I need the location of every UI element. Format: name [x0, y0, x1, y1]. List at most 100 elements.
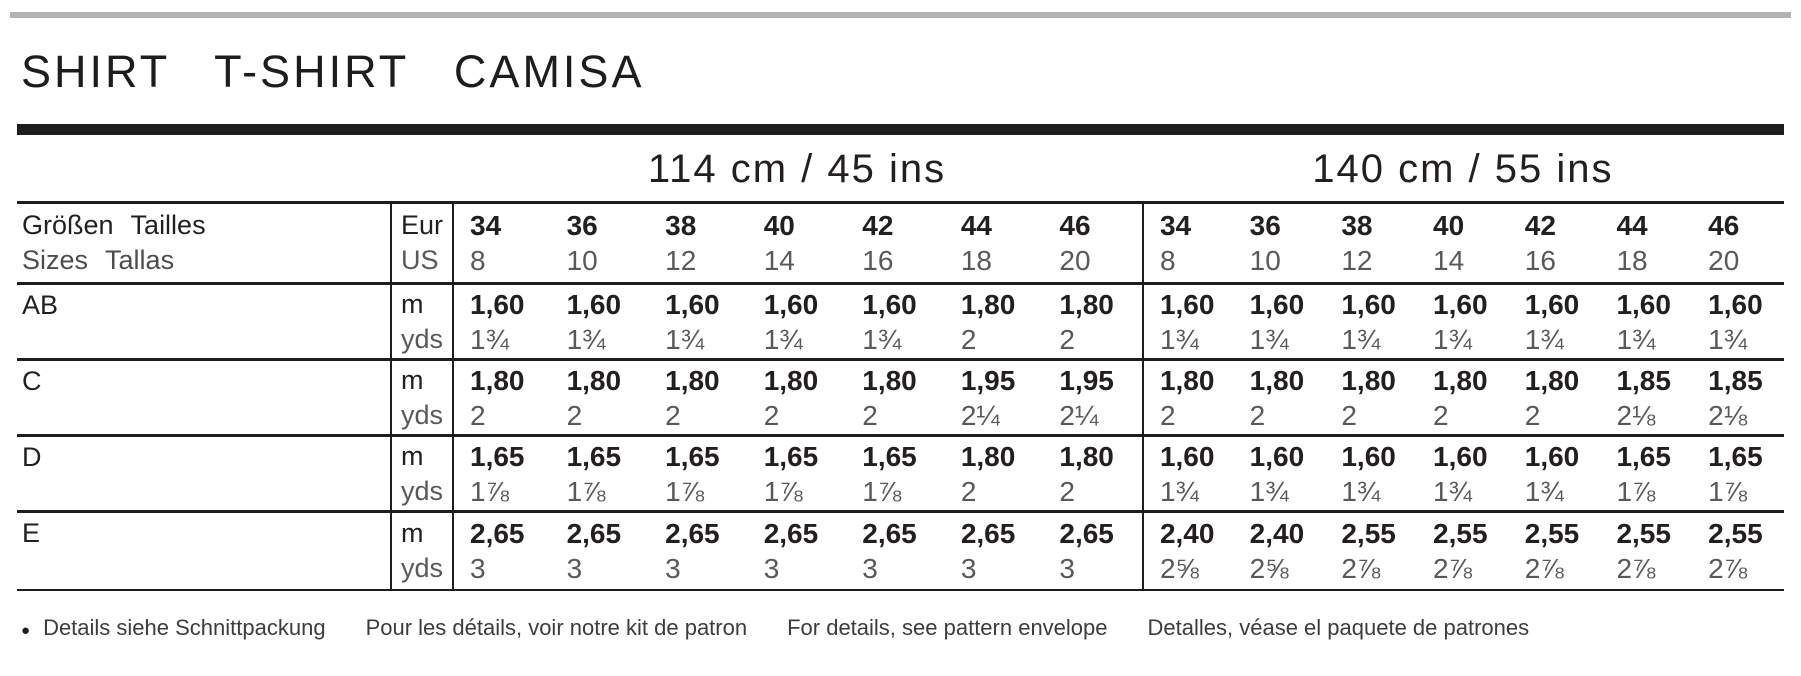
yardage-cell: 1,60 1¾	[452, 285, 551, 358]
note-de-text: Details siehe Schnittpackung	[43, 615, 326, 640]
meters-value: 1,80	[470, 364, 525, 396]
yards-value: 1¾	[566, 323, 606, 355]
meters-value: 1,80	[665, 364, 720, 396]
yards-value: 2⅞	[1708, 553, 1748, 584]
meters-value: 2,55	[1708, 518, 1763, 549]
view-label: AB	[22, 290, 59, 320]
size-col-header: 36 10	[551, 204, 650, 282]
width-group-header: 114 cm / 45 ins	[647, 147, 947, 191]
meters-unit-label: m	[401, 518, 424, 548]
meters-value: 1,60	[1159, 440, 1215, 472]
yardage-cell: 1,60 1¾	[649, 285, 748, 358]
view-label: E	[22, 518, 41, 548]
meters-value: 2,40	[1159, 518, 1215, 549]
yardage-cell: 2,65 3	[551, 513, 650, 589]
yardage-cell: 1,65 1⅞	[1600, 437, 1692, 510]
us-size: 12	[1341, 245, 1373, 276]
yardage-cell: 2,65 3	[649, 513, 748, 589]
meters-value: 1,65	[1616, 440, 1671, 472]
us-size: 8	[1159, 245, 1176, 276]
eur-size: 34	[1159, 210, 1192, 241]
meters-value: 1,80	[566, 364, 622, 396]
sizes-label-line1: Größen Tailles	[22, 210, 206, 240]
eur-size: 36	[1249, 210, 1281, 241]
yardage-cell: 1,65 1⅞	[1692, 437, 1784, 510]
meters-value: 1,60	[1524, 288, 1580, 320]
meters-value: 1,95	[1059, 364, 1114, 396]
yards-value: 2	[665, 399, 681, 431]
us-size: 18	[1616, 245, 1648, 276]
note-es: Detalles, véase el paquete de patrones	[1147, 615, 1530, 640]
yardage-cell: 1,60 1¾	[1325, 437, 1417, 510]
yardage-cell: 1,85 2⅛	[1600, 361, 1692, 434]
bullet-icon: ●	[21, 622, 31, 639]
eur-size: 46	[1708, 210, 1740, 241]
width-group-header: 140 cm / 55 ins	[1312, 147, 1614, 191]
yardage-cell: 1,65 1⅞	[846, 437, 945, 510]
meters-value: 1,60	[470, 288, 525, 320]
yardage-cell: 1,85 2⅛	[1692, 361, 1784, 434]
view-label: D	[22, 442, 42, 472]
yards-value: 1⅞	[665, 475, 705, 507]
yardage-cell: 1,65 1⅞	[748, 437, 847, 510]
yardage-cell: 1,65 1⅞	[551, 437, 650, 510]
meters-value: 1,65	[665, 440, 720, 472]
yards-value: 2	[862, 399, 878, 431]
unit-header: Eur US	[390, 204, 452, 282]
meters-value: 1,80	[1524, 364, 1580, 396]
yards-value: 1⅞	[763, 475, 803, 507]
us-size: 14	[1433, 245, 1465, 276]
eur-size: 38	[1341, 210, 1373, 241]
us-unit-label: US	[401, 245, 439, 275]
yardage-cell: 1,80 2	[1043, 437, 1142, 510]
eur-size: 38	[665, 210, 697, 241]
yards-unit-label: yds	[401, 553, 444, 583]
yardage-cell: 1,95 2¼	[1043, 361, 1142, 434]
meters-value: 2,65	[1059, 518, 1114, 549]
yardage-cell: 2,65 3	[846, 513, 945, 589]
groups-row-spacer	[17, 135, 452, 201]
yardage-cell: 1,60 1¾	[1692, 285, 1784, 358]
yardage-cell: 1,60 1¾	[748, 285, 847, 358]
yardage-cell: 1,60 1¾	[1509, 437, 1601, 510]
yards-value: 1¾	[1524, 323, 1564, 355]
meters-value: 1,60	[1708, 288, 1763, 320]
meters-value: 1,65	[763, 440, 819, 472]
us-size: 10	[566, 245, 598, 276]
yards-value: 1⅞	[1616, 475, 1656, 507]
yards-value: 2	[960, 323, 977, 355]
yards-value: 2¼	[1059, 399, 1099, 431]
yardage-cell: 1,60 1¾	[1141, 285, 1234, 358]
meters-value: 2,40	[1249, 518, 1305, 549]
yards-value: 3	[566, 553, 583, 584]
us-size: 12	[665, 245, 697, 276]
meters-value: 1,95	[960, 364, 1016, 396]
note-fr: Pour les détails, voir notre kit de patr…	[365, 615, 748, 640]
meters-value: 1,80	[1159, 364, 1215, 396]
view-label-cell: E	[17, 513, 390, 589]
yardage-cell: 1,60 1¾	[1234, 285, 1326, 358]
page-title: SHIRT T-SHIRT CAMISA	[21, 46, 645, 97]
fabric-requirements-table: 114 cm / 45 ins 140 cm / 55 ins Größen Tai…	[17, 135, 1784, 591]
yards-value: 3	[763, 553, 780, 584]
yardage-cell: 1,60 1¾	[1417, 437, 1509, 510]
eur-size: 40	[763, 210, 795, 241]
yardage-cell: 1,65 1⅞	[649, 437, 748, 510]
meters-value: 1,60	[1433, 440, 1488, 472]
yardage-cell: 2,65 3	[748, 513, 847, 589]
sizes-label: Größen Tailles Sizes Tallas	[17, 204, 390, 282]
meters-value: 1,60	[1433, 288, 1488, 320]
yards-value: 1⅞	[1708, 475, 1748, 507]
eur-size: 42	[862, 210, 894, 241]
yardage-cell: 2,55 2⅞	[1325, 513, 1417, 589]
eur-size: 40	[1433, 210, 1465, 241]
yards-value: 1⅞	[566, 475, 606, 507]
eur-size: 36	[566, 210, 598, 241]
meters-value: 1,60	[1616, 288, 1671, 320]
meters-value: 1,60	[1341, 288, 1396, 320]
meters-value: 1,80	[1249, 364, 1305, 396]
meters-value: 2,55	[1341, 518, 1396, 549]
note-en: For details, see pattern envelope	[787, 615, 1108, 640]
